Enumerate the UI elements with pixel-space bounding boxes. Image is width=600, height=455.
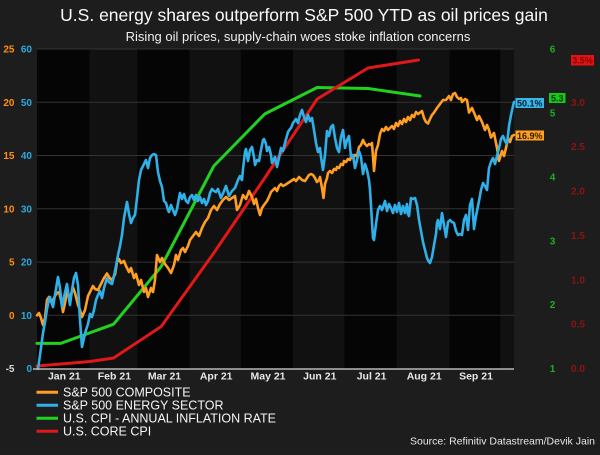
svg-text:0: 0 xyxy=(26,364,32,375)
svg-text:2: 2 xyxy=(550,300,556,311)
svg-text:-5: -5 xyxy=(6,364,15,375)
svg-text:Feb 21: Feb 21 xyxy=(98,370,131,382)
svg-text:Jan 21: Jan 21 xyxy=(48,370,81,382)
svg-text:U.S. energy shares outperform: U.S. energy shares outperform S&P 500 YT… xyxy=(60,5,548,25)
svg-text:U.S. CPI - ANNUAL INFLATION RA: U.S. CPI - ANNUAL INFLATION RATE xyxy=(63,412,276,426)
svg-text:Sep 21: Sep 21 xyxy=(459,370,493,382)
svg-text:3: 3 xyxy=(550,236,556,247)
svg-text:Rising oil prices, supply-chai: Rising oil prices, supply-chain woes sto… xyxy=(126,29,471,44)
svg-text:6: 6 xyxy=(550,45,556,56)
svg-text:Aug 21: Aug 21 xyxy=(407,370,442,382)
svg-text:1.5: 1.5 xyxy=(571,231,585,242)
svg-text:25: 25 xyxy=(3,45,15,56)
svg-text:5: 5 xyxy=(550,108,556,119)
svg-text:60: 60 xyxy=(21,45,33,56)
svg-text:0.5: 0.5 xyxy=(571,320,585,331)
svg-text:S&P 500 COMPOSITE: S&P 500 COMPOSITE xyxy=(63,386,191,400)
svg-text:2.5: 2.5 xyxy=(571,142,585,153)
svg-text:May 21: May 21 xyxy=(250,370,285,382)
svg-text:Source: Refinitiv Datastream/D: Source: Refinitiv Datastream/Devik Jain xyxy=(410,436,595,448)
svg-text:Jul 21: Jul 21 xyxy=(357,370,387,382)
svg-text:20: 20 xyxy=(3,98,15,109)
svg-text:Apr 21: Apr 21 xyxy=(200,370,233,382)
svg-text:1.0: 1.0 xyxy=(571,275,585,286)
svg-text:Mar 21: Mar 21 xyxy=(148,370,181,382)
svg-text:U.S. CORE CPI: U.S. CORE CPI xyxy=(63,425,151,439)
svg-text:0.0: 0.0 xyxy=(571,364,585,375)
svg-text:20: 20 xyxy=(21,258,33,269)
svg-text:5: 5 xyxy=(9,258,15,269)
svg-text:15: 15 xyxy=(3,151,15,162)
svg-text:3.0: 3.0 xyxy=(571,98,585,109)
svg-text:1: 1 xyxy=(550,364,556,375)
svg-text:S&P 500 ENERGY SECTOR: S&P 500 ENERGY SECTOR xyxy=(63,399,224,413)
svg-text:10: 10 xyxy=(21,311,33,322)
svg-text:16.9%: 16.9% xyxy=(517,131,543,141)
svg-text:4: 4 xyxy=(550,172,556,183)
svg-text:10: 10 xyxy=(3,204,15,215)
svg-text:3.5%: 3.5% xyxy=(572,56,593,66)
svg-text:30: 30 xyxy=(21,204,33,215)
svg-text:50: 50 xyxy=(21,98,33,109)
svg-text:Jun 21: Jun 21 xyxy=(303,370,336,382)
svg-text:40: 40 xyxy=(21,151,33,162)
svg-text:2.0: 2.0 xyxy=(571,187,585,198)
svg-text:0: 0 xyxy=(9,311,15,322)
svg-text:5.3: 5.3 xyxy=(551,93,564,103)
svg-text:50.1%: 50.1% xyxy=(517,98,543,108)
